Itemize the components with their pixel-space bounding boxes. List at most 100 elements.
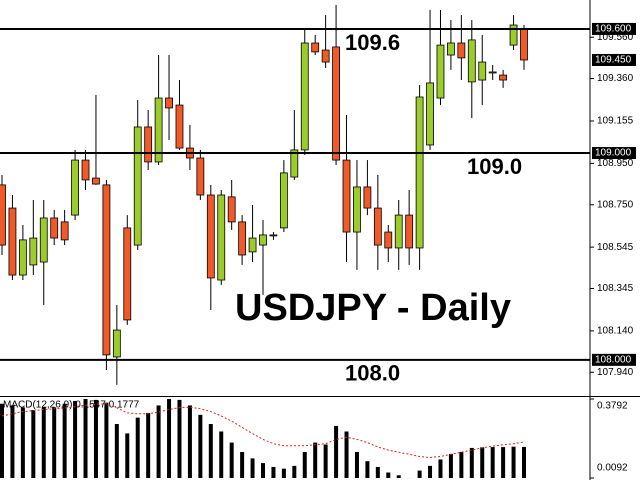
macd-bar: [250, 458, 255, 478]
macd-bar: [146, 412, 151, 478]
macd-bar: [93, 399, 98, 478]
macd-bar: [396, 475, 401, 478]
candle-body: [39, 217, 48, 263]
macd-bar: [292, 465, 297, 478]
axis-box: [592, 353, 636, 366]
candle-body: [478, 61, 487, 81]
candle-body: [363, 186, 372, 209]
candle-body: [520, 28, 528, 61]
y-tick-label: 107.940: [597, 367, 634, 378]
candle-body: [102, 184, 111, 356]
macd-bar: [31, 410, 36, 478]
candle-body: [405, 214, 414, 249]
candle-body: [269, 234, 278, 237]
candle-body: [133, 126, 142, 246]
macd-bar: [438, 459, 443, 478]
candle-body: [353, 186, 361, 233]
macd-bar: [114, 424, 119, 478]
macd-bar: [480, 447, 485, 478]
candle-body: [18, 239, 27, 276]
y-tick-label: 109.360: [597, 73, 634, 84]
candle-body: [259, 234, 267, 246]
candle-body: [112, 329, 121, 358]
candle-body: [311, 42, 320, 53]
y-tick-label: 109.560: [597, 32, 634, 43]
macd-bar: [428, 465, 433, 478]
macd-bar: [41, 407, 46, 478]
candle-body: [81, 159, 90, 181]
candle-body: [8, 207, 17, 276]
candle-body: [227, 196, 236, 223]
macd-bar: [0, 403, 4, 478]
macd-bar: [302, 451, 307, 478]
macd-bar: [83, 399, 88, 478]
macd-bar: [62, 403, 67, 478]
candle-body: [154, 97, 163, 163]
macd-bar: [20, 407, 25, 478]
candle-body: [415, 96, 424, 249]
candle-body: [92, 177, 100, 185]
level-label: 108.0: [345, 361, 400, 386]
macd-bar: [511, 446, 516, 478]
macd-bar: [386, 472, 391, 478]
macd-bar: [52, 407, 57, 478]
price-marker-label: 109.450: [595, 55, 632, 66]
y-tick-label: 108.950: [597, 158, 634, 169]
axis-box: [592, 147, 636, 160]
price-marker: [592, 53, 636, 66]
macd-bar: [125, 433, 130, 478]
candle-body: [123, 227, 132, 321]
axis-box: [592, 22, 636, 35]
candle-body: [60, 221, 69, 241]
macd-bar: [469, 447, 474, 478]
macd-bar: [448, 453, 453, 478]
candle-body: [426, 82, 434, 146]
candle-body: [300, 42, 309, 151]
candle-body: [0, 184, 6, 246]
y-tick-label: 108.345: [597, 283, 634, 294]
candle-body: [217, 194, 226, 281]
axis-box-label: 108.000: [595, 354, 632, 365]
candle-body: [71, 159, 79, 216]
y-tick-label: 0.0092: [597, 463, 628, 474]
macd-bar: [344, 431, 349, 478]
candle-body: [175, 104, 184, 149]
indicator-label: MACD(12,26,9) 0.1547 0.1777: [3, 400, 140, 411]
macd-bar: [323, 444, 328, 478]
macd-bar: [271, 466, 276, 478]
macd-bar: [354, 451, 359, 478]
macd-bar: [459, 451, 464, 478]
candle-body: [248, 237, 257, 253]
candle-body: [332, 46, 340, 161]
macd-bar: [281, 468, 286, 478]
candle-body: [384, 231, 393, 249]
macd-bar: [375, 466, 380, 478]
macd-bar: [135, 417, 140, 478]
y-tick-label: 108.140: [597, 326, 634, 337]
macd-bar: [229, 442, 234, 478]
candle-body: [457, 42, 466, 59]
candle-body: [238, 221, 247, 256]
macd-bar: [501, 447, 506, 478]
macd-bar: [10, 405, 15, 478]
macd-bar: [240, 451, 245, 478]
candle-body: [373, 207, 382, 246]
candle-body: [321, 49, 330, 63]
y-tick-label: 108.545: [597, 242, 634, 253]
candle-body: [279, 172, 288, 229]
macd-bar: [177, 399, 182, 478]
macd-bar: [198, 414, 203, 478]
macd-bar: [219, 431, 224, 478]
level-label: 109.0: [467, 154, 522, 179]
candle-body: [509, 24, 518, 46]
signal-line: [1, 403, 525, 459]
macd-bar: [187, 405, 192, 478]
candle-body: [165, 97, 173, 109]
candle-body: [290, 149, 299, 178]
chart-title: USDJPY - Daily: [235, 287, 511, 329]
candle-body: [467, 39, 476, 83]
candle-body: [488, 71, 497, 74]
macd-bar: [490, 447, 495, 478]
candle-body: [436, 44, 445, 99]
